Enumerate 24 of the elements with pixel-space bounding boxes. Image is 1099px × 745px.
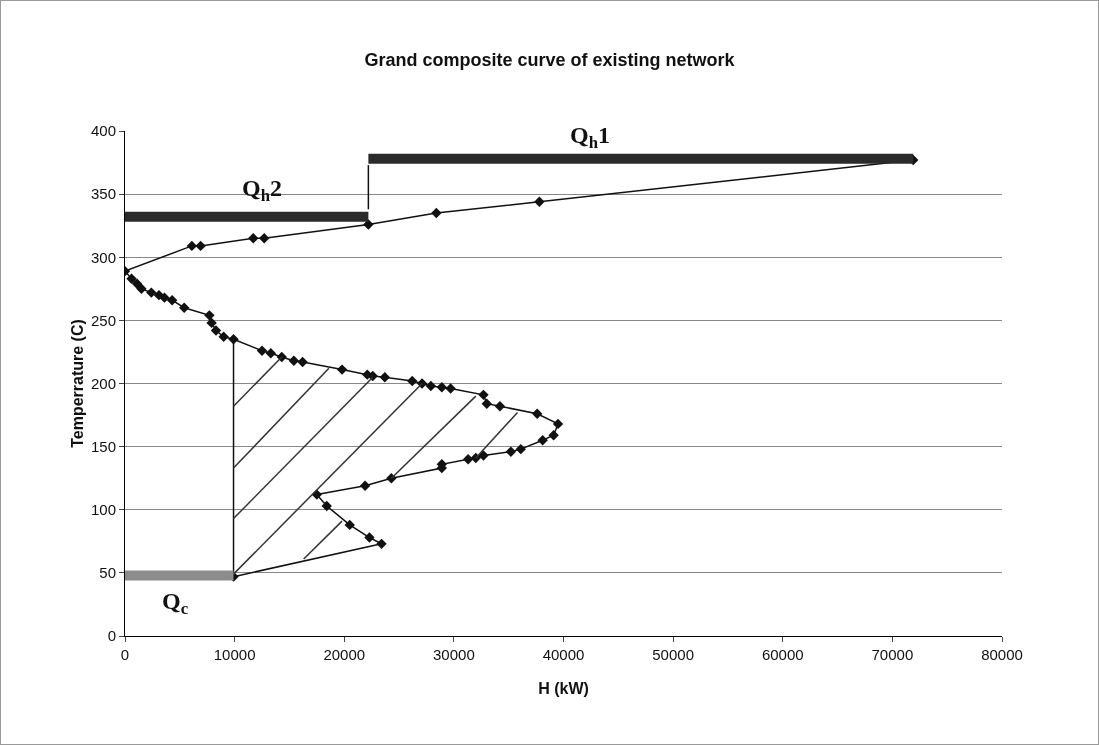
annotation: Q$_{h}$1	[570, 122, 611, 153]
y-tick-label: 0	[107, 627, 116, 645]
y-tick-label: 150	[90, 437, 116, 455]
x-axis-title: H (kW)	[538, 680, 589, 697]
x-tick-label: 20000	[323, 646, 366, 663]
x-tick-label: 0	[120, 646, 130, 663]
x-tick-label: 80000	[981, 646, 1023, 663]
y-tick-label: 300	[90, 248, 116, 266]
x-tick-label: 70000	[871, 646, 914, 663]
annotation: Q$_{c}$	[162, 588, 189, 619]
x-tick-label: 10000	[213, 646, 256, 663]
y-tick-label: 350	[90, 185, 116, 203]
x-tick-label: 50000	[652, 646, 694, 663]
chart-title: Grand composite curve of existing network	[364, 49, 736, 70]
y-tick-label: 250	[90, 311, 116, 329]
y-tick-label: 200	[90, 374, 116, 392]
y-tick-label: 50	[99, 564, 116, 582]
x-tick-label: 30000	[433, 646, 475, 663]
y-axis-title: Temperrature (C)	[69, 319, 86, 448]
y-tick-label: 100	[90, 501, 116, 518]
x-tick-label: 40000	[542, 646, 585, 663]
annotation: Q$_{h}$2	[242, 175, 283, 206]
y-tick-label: 400	[90, 122, 116, 140]
x-tick-label: 60000	[761, 646, 804, 663]
